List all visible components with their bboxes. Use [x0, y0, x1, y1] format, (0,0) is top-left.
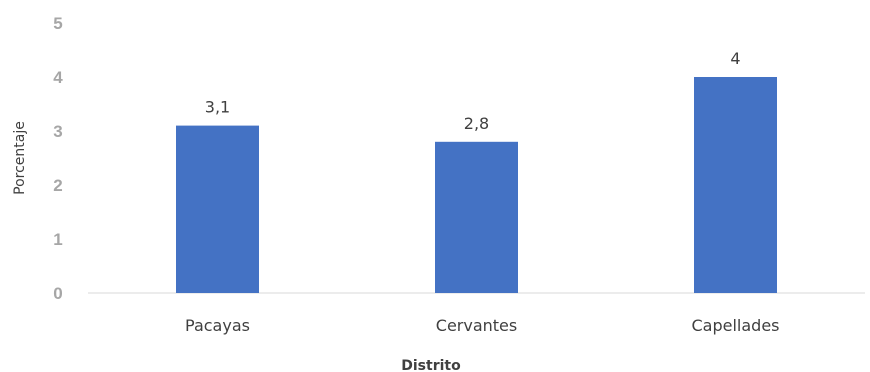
- bar-pacayas: [176, 125, 259, 293]
- data-labels: 3,1 2,8 4: [205, 49, 741, 133]
- x-tick-label: Capellades: [691, 316, 779, 335]
- x-tick-label: Pacayas: [185, 316, 250, 335]
- y-axis-ticks: 0 1 2 3 4 5: [53, 14, 63, 303]
- bar-capellades: [694, 77, 777, 293]
- y-tick-label: 3: [53, 122, 62, 141]
- bars: [176, 77, 777, 293]
- data-label: 4: [730, 49, 740, 68]
- y-axis-title: Porcentaje: [12, 121, 28, 195]
- y-tick-label: 5: [53, 14, 62, 33]
- x-tick-label: Cervantes: [436, 316, 517, 335]
- bar-cervantes: [435, 141, 518, 293]
- y-tick-label: 1: [53, 230, 62, 249]
- data-label: 2,8: [464, 114, 489, 133]
- x-axis-ticks: Pacayas Cervantes Capellades: [185, 316, 779, 335]
- y-tick-label: 0: [53, 284, 62, 303]
- data-label: 3,1: [205, 98, 230, 117]
- y-tick-label: 2: [53, 176, 62, 195]
- y-tick-label: 4: [53, 68, 63, 87]
- x-axis-title: Distrito: [401, 358, 461, 372]
